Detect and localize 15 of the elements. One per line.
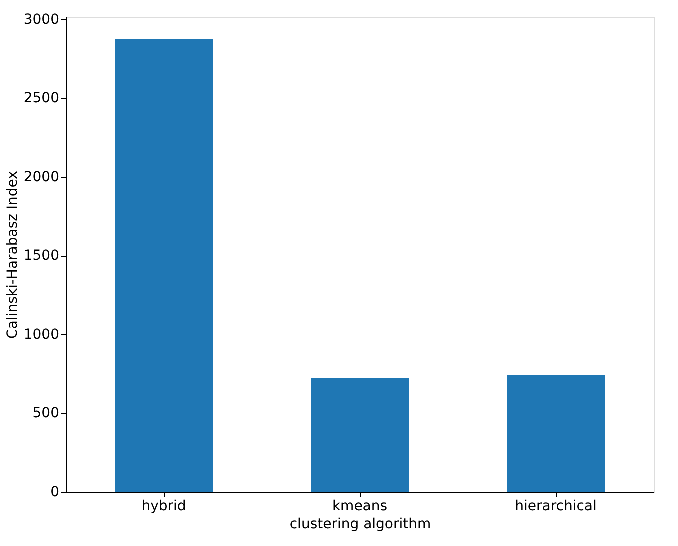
bar <box>507 375 605 492</box>
y-tick-label: 2000 <box>24 169 60 186</box>
y-tick-label: 1000 <box>24 326 60 343</box>
y-tick-label: 500 <box>32 406 60 422</box>
y-axis-title: Calinski-Harabasz Index <box>4 171 21 339</box>
x-tick-label: hybrid <box>142 498 186 514</box>
bar <box>311 378 409 492</box>
y-tick-label: 3000 <box>24 12 60 28</box>
bar <box>115 39 213 492</box>
x-tick-label: kmeans <box>332 498 388 514</box>
y-tick-label: 2500 <box>24 90 60 107</box>
y-tick-label: 0 <box>50 484 60 500</box>
x-axis-title: clustering algorithm <box>290 516 432 532</box>
y-tick-label: 1500 <box>24 248 60 264</box>
x-tick-label: hierarchical <box>515 498 597 514</box>
